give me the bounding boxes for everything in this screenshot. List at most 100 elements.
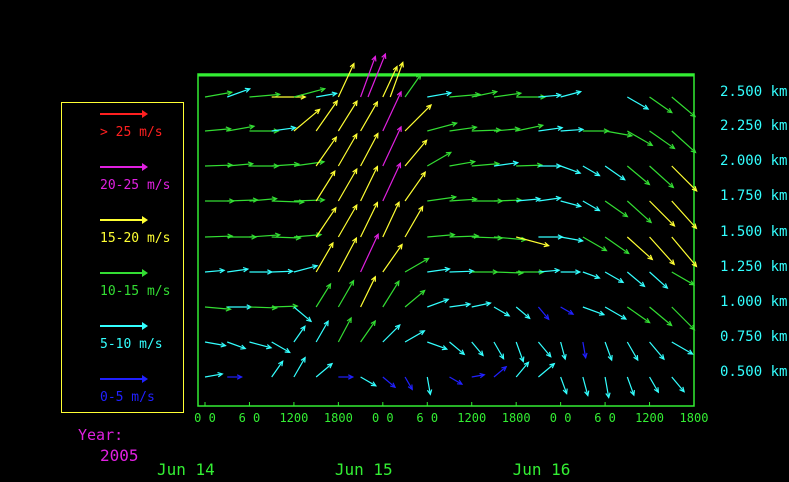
x-tick-label: 0 0	[371, 411, 394, 425]
wind-arrow	[249, 232, 282, 238]
legend-arrow-0	[100, 110, 148, 118]
x-day-label: Jun 16	[512, 460, 571, 479]
wind-arrow	[427, 266, 451, 273]
wind-arrow	[360, 319, 377, 343]
wind-arrow	[227, 124, 256, 132]
wind-arrow	[337, 132, 358, 167]
wind-arrow	[604, 341, 613, 362]
wind-arrow	[360, 55, 377, 98]
wind-arrow	[671, 306, 696, 331]
wind-arrow	[382, 162, 402, 202]
wind-arrow	[427, 194, 458, 202]
wind-arrow	[449, 376, 464, 385]
wind-arrow	[404, 257, 430, 273]
wind-arrow	[671, 96, 697, 118]
wind-arrow	[649, 376, 660, 394]
wind-arrow	[493, 365, 508, 378]
legend-arrow-head	[142, 110, 148, 118]
wind-arrow	[382, 200, 400, 238]
wind-arrow	[204, 267, 226, 274]
legend-arrow-head	[142, 269, 148, 277]
wind-arrow	[627, 130, 654, 147]
legend-label-0: > 25 m/s	[100, 125, 163, 140]
x-tick-label: 1800	[679, 411, 709, 425]
legend-arrow-4	[100, 322, 148, 330]
wind-arrow	[582, 306, 606, 316]
x-tick-label: 6 0	[416, 411, 439, 425]
wind-arrow	[360, 100, 379, 132]
wind-arrow	[271, 268, 294, 275]
wind-arrow	[560, 269, 582, 275]
wind-arrow	[560, 306, 575, 315]
wind-arrow	[604, 376, 611, 399]
legend-arrow-1	[100, 163, 148, 171]
wind-arrow	[404, 139, 428, 167]
wind-arrow	[493, 91, 523, 98]
x-tick-label: 0 0	[549, 411, 572, 425]
wind-arrow	[649, 130, 676, 150]
legend-arrow-head	[142, 216, 148, 224]
wind-arrow	[382, 376, 397, 389]
wind-arrow	[337, 99, 358, 132]
wind-arrow	[604, 200, 629, 218]
wind-arrow	[582, 236, 608, 252]
legend-box	[61, 102, 184, 413]
wind-arrow	[204, 341, 227, 348]
wind-arrow	[538, 362, 556, 378]
wind-arrow	[227, 374, 244, 380]
wind-arrow	[538, 267, 561, 274]
wind-arrow	[560, 165, 582, 175]
plot-frame	[197, 73, 695, 407]
wind-arrow	[649, 96, 673, 114]
wind-arrow	[516, 196, 542, 202]
wind-arrow	[516, 123, 545, 132]
wind-arrow	[227, 267, 250, 273]
wind-arrow	[204, 306, 232, 312]
wind-arrow	[337, 279, 355, 308]
wind-arrow	[315, 99, 339, 132]
y-tick-label: 1.000 km	[720, 294, 788, 310]
wind-arrow	[426, 376, 433, 396]
wind-arrow	[538, 92, 563, 99]
y-tick-label: 1.750 km	[720, 188, 788, 204]
wind-arrow	[337, 167, 358, 202]
wind-arrow	[337, 316, 352, 343]
wind-arrow	[560, 127, 585, 133]
wind-arrow	[582, 165, 601, 177]
y-tick-label: 2.250 km	[720, 118, 788, 134]
wind-arrow	[382, 243, 403, 273]
wind-arrow	[471, 372, 486, 379]
wind-arrow	[582, 376, 590, 397]
wind-arrow	[427, 121, 458, 132]
wind-arrow	[493, 341, 505, 360]
x-tick-label: 1200	[279, 411, 309, 425]
legend-label-5: 0-5 m/s	[100, 390, 155, 405]
wind-arrow	[271, 94, 307, 100]
wind-arrow	[404, 330, 426, 343]
wind-arrow	[604, 165, 626, 181]
wind-arrow	[471, 127, 502, 133]
x-axis-ticks	[204, 402, 695, 406]
wind-arrow	[515, 341, 525, 363]
wind-arrow	[560, 376, 568, 395]
wind-arrow	[626, 236, 654, 261]
wind-arrow	[271, 360, 284, 378]
wind-arrow	[604, 236, 630, 255]
wind-arrow	[671, 200, 698, 230]
wind-arrow	[337, 203, 358, 238]
wind-arrow	[427, 341, 449, 351]
wind-arrow	[360, 376, 378, 387]
x-day-label: Jun 15	[334, 460, 393, 479]
wind-arrow	[293, 325, 306, 343]
wind-arrow	[426, 151, 453, 167]
wind-arrow	[582, 200, 601, 212]
wind-arrow	[404, 205, 424, 238]
wind-arrow	[515, 361, 530, 378]
y-tick-label: 1.500 km	[720, 224, 788, 240]
wind-arrow	[671, 376, 686, 393]
wind-arrow	[227, 341, 247, 350]
x-day-label: Jun 14	[157, 460, 215, 479]
wind-arrow	[360, 132, 379, 167]
wind-arrow	[604, 130, 634, 138]
wind-arrow	[671, 236, 698, 268]
